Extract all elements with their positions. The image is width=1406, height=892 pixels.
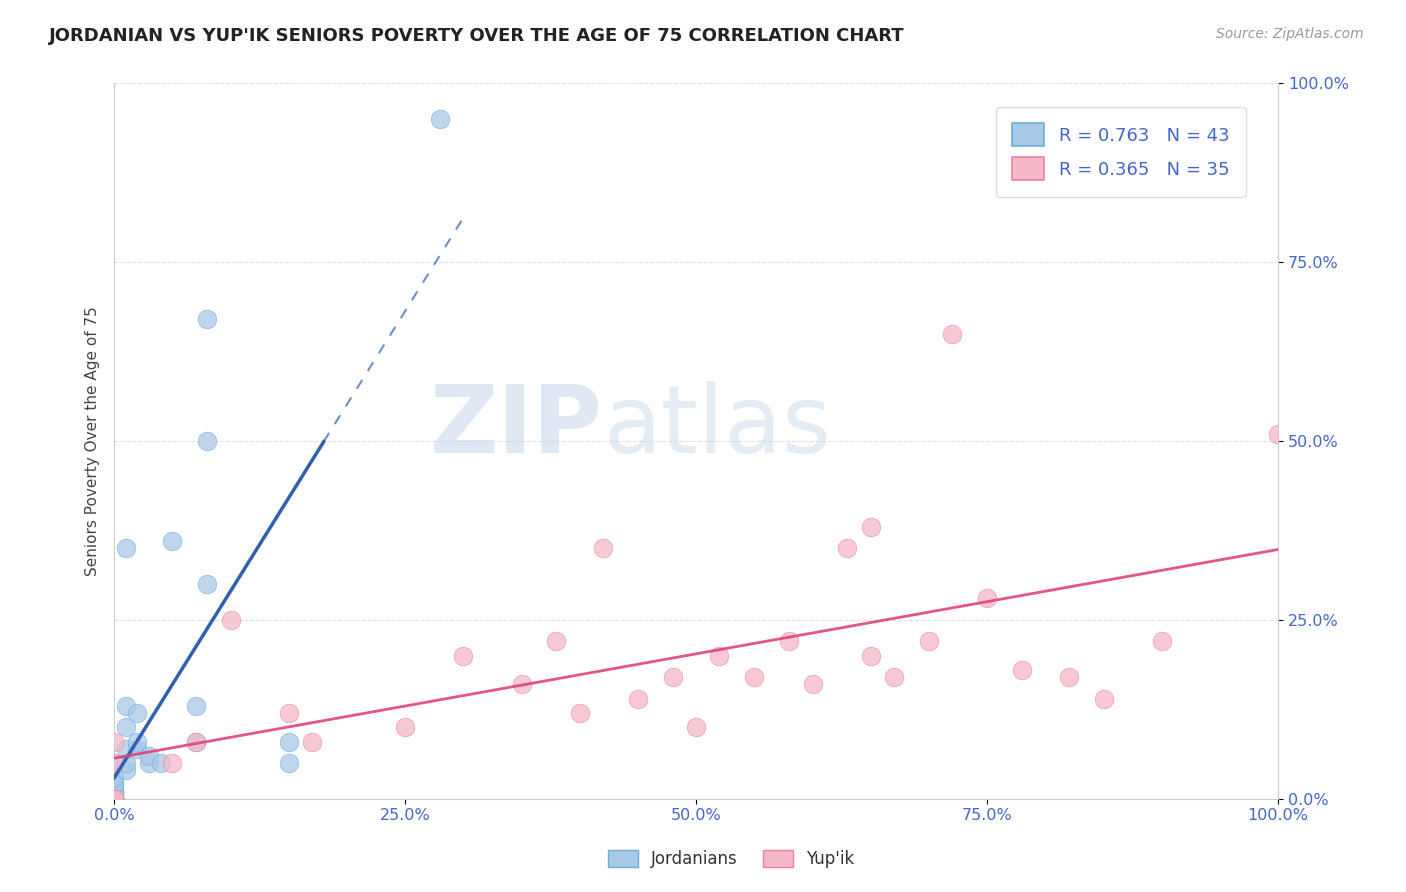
Point bbox=[1150, 634, 1173, 648]
Y-axis label: Seniors Poverty Over the Age of 75: Seniors Poverty Over the Age of 75 bbox=[86, 306, 100, 576]
Point bbox=[195, 312, 218, 326]
Point bbox=[162, 756, 184, 770]
Text: ZIP: ZIP bbox=[430, 381, 603, 473]
Point bbox=[103, 777, 125, 791]
Point bbox=[138, 748, 160, 763]
Point bbox=[103, 784, 125, 798]
Point bbox=[103, 791, 125, 805]
Point bbox=[778, 634, 800, 648]
Point bbox=[103, 777, 125, 791]
Point bbox=[103, 791, 125, 805]
Point bbox=[103, 756, 125, 770]
Point bbox=[114, 720, 136, 734]
Point bbox=[127, 734, 149, 748]
Point bbox=[394, 720, 416, 734]
Point bbox=[883, 670, 905, 684]
Point bbox=[976, 591, 998, 606]
Point bbox=[453, 648, 475, 663]
Point bbox=[301, 734, 323, 748]
Point bbox=[1267, 426, 1289, 441]
Point bbox=[859, 648, 882, 663]
Point bbox=[195, 434, 218, 449]
Point bbox=[103, 770, 125, 784]
Point bbox=[103, 791, 125, 805]
Point bbox=[103, 791, 125, 805]
Point bbox=[103, 734, 125, 748]
Point bbox=[568, 706, 591, 720]
Legend: Jordanians, Yup'ik: Jordanians, Yup'ik bbox=[602, 843, 860, 875]
Point bbox=[114, 763, 136, 777]
Point bbox=[1092, 691, 1115, 706]
Point bbox=[138, 756, 160, 770]
Point bbox=[114, 756, 136, 770]
Point bbox=[277, 734, 299, 748]
Point bbox=[149, 756, 172, 770]
Point bbox=[685, 720, 707, 734]
Point bbox=[162, 534, 184, 549]
Point bbox=[103, 784, 125, 798]
Point bbox=[103, 791, 125, 805]
Point bbox=[184, 734, 207, 748]
Point bbox=[103, 756, 125, 770]
Legend: R = 0.763   N = 43, R = 0.365   N = 35: R = 0.763 N = 43, R = 0.365 N = 35 bbox=[995, 107, 1246, 196]
Point bbox=[103, 791, 125, 805]
Point bbox=[103, 791, 125, 805]
Point bbox=[918, 634, 941, 648]
Text: JORDANIAN VS YUP'IK SENIORS POVERTY OVER THE AGE OF 75 CORRELATION CHART: JORDANIAN VS YUP'IK SENIORS POVERTY OVER… bbox=[49, 27, 905, 45]
Point bbox=[103, 784, 125, 798]
Point bbox=[859, 520, 882, 534]
Point bbox=[103, 777, 125, 791]
Point bbox=[103, 791, 125, 805]
Point bbox=[103, 791, 125, 805]
Point bbox=[510, 677, 533, 691]
Point bbox=[184, 734, 207, 748]
Point bbox=[546, 634, 568, 648]
Point bbox=[114, 698, 136, 713]
Point bbox=[941, 326, 963, 341]
Point bbox=[103, 784, 125, 798]
Point bbox=[801, 677, 824, 691]
Point bbox=[277, 756, 299, 770]
Point bbox=[195, 577, 218, 591]
Point bbox=[103, 791, 125, 805]
Point bbox=[114, 541, 136, 556]
Point bbox=[103, 791, 125, 805]
Point bbox=[114, 741, 136, 756]
Text: atlas: atlas bbox=[603, 381, 831, 473]
Point bbox=[592, 541, 614, 556]
Point bbox=[127, 741, 149, 756]
Point bbox=[103, 791, 125, 805]
Point bbox=[429, 112, 451, 127]
Point bbox=[744, 670, 766, 684]
Point bbox=[219, 613, 242, 627]
Point bbox=[662, 670, 685, 684]
Point bbox=[127, 706, 149, 720]
Point bbox=[1011, 663, 1033, 677]
Point bbox=[103, 791, 125, 805]
Text: Source: ZipAtlas.com: Source: ZipAtlas.com bbox=[1216, 27, 1364, 41]
Point bbox=[627, 691, 650, 706]
Point bbox=[103, 791, 125, 805]
Point bbox=[277, 706, 299, 720]
Point bbox=[103, 791, 125, 805]
Point bbox=[709, 648, 731, 663]
Point bbox=[837, 541, 859, 556]
Point bbox=[103, 791, 125, 805]
Point bbox=[184, 698, 207, 713]
Point bbox=[1057, 670, 1080, 684]
